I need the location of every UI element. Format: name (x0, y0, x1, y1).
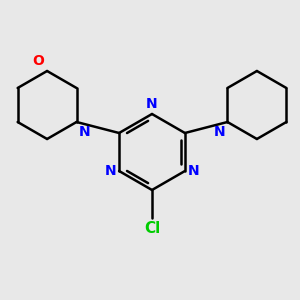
Text: O: O (32, 54, 44, 68)
Text: N: N (146, 97, 158, 111)
Text: N: N (214, 125, 226, 139)
Text: N: N (104, 164, 116, 178)
Text: Cl: Cl (144, 221, 160, 236)
Text: N: N (188, 164, 200, 178)
Text: N: N (79, 125, 90, 139)
